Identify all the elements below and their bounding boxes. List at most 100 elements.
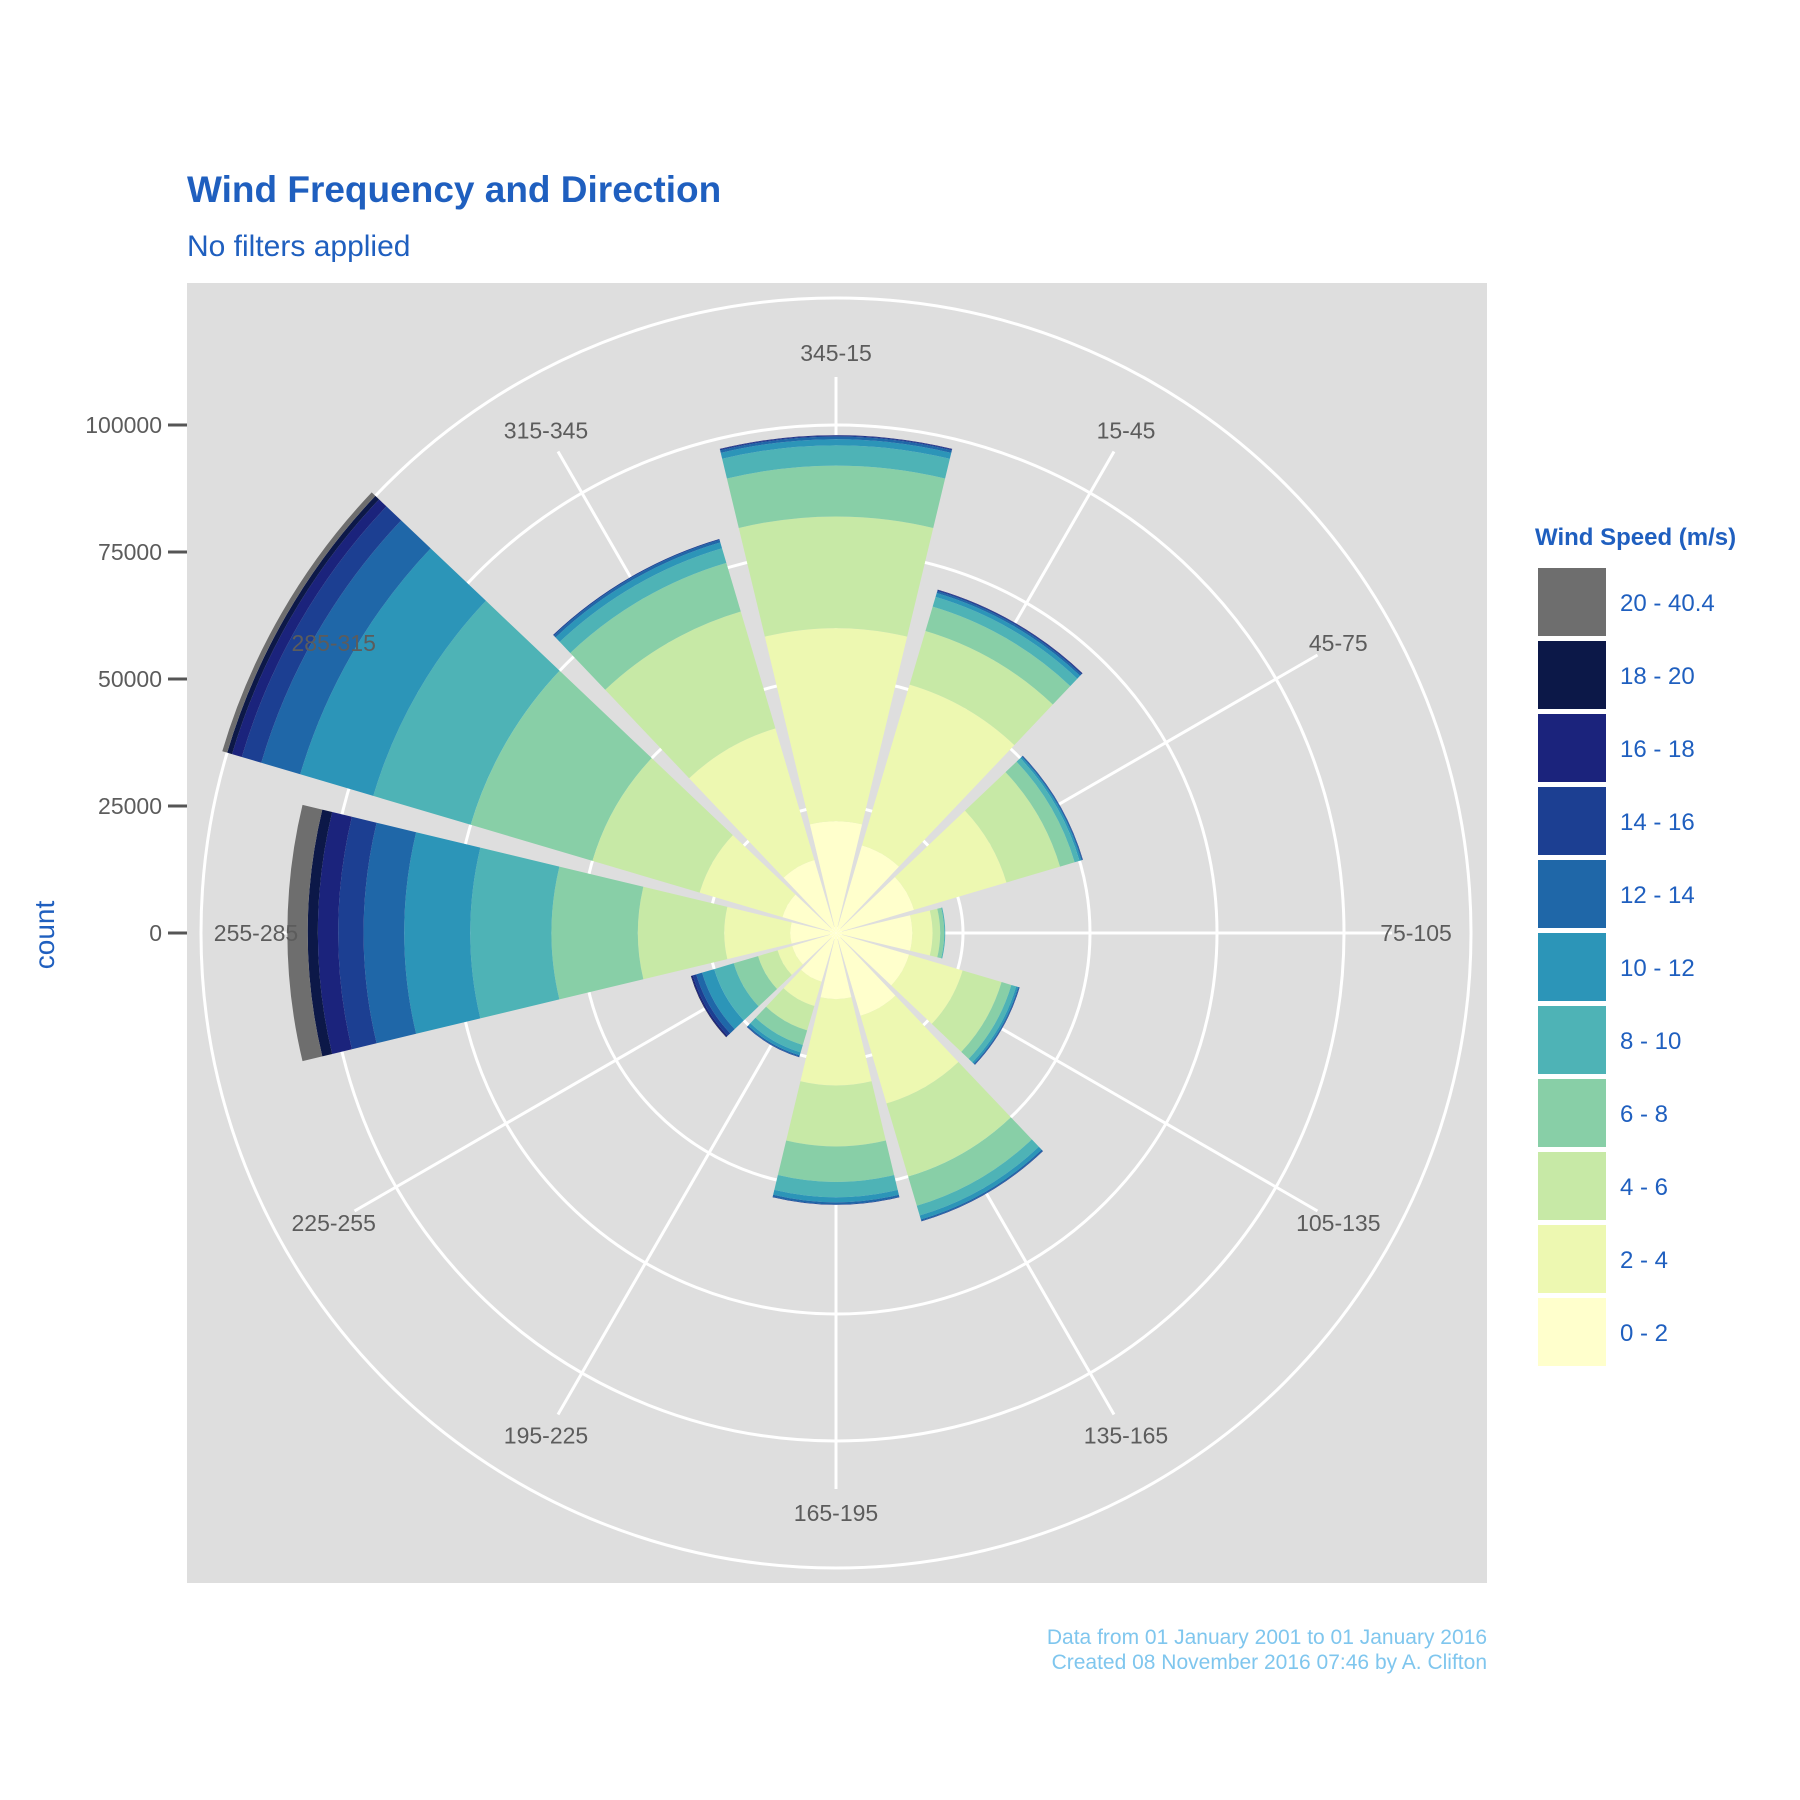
bar-segment — [820, 933, 852, 1000]
legend-label: 2 - 4 — [1620, 1247, 1668, 1274]
bar-segment — [592, 758, 733, 893]
legend-label: 14 - 16 — [1620, 809, 1695, 836]
bar-segment — [1016, 758, 1080, 863]
bar-segment — [570, 562, 741, 690]
bar-segment — [919, 1146, 1042, 1220]
bar-segment — [307, 809, 333, 1057]
bar-segment — [964, 772, 1061, 883]
bar-segment — [809, 821, 863, 933]
legend-swatch — [1538, 1298, 1606, 1366]
direction-label: 75-105 — [1380, 920, 1452, 946]
bar-segment — [783, 969, 822, 1007]
bar-segment — [689, 728, 815, 878]
legend-label: 12 - 14 — [1620, 882, 1695, 909]
legend-label: 6 - 8 — [1620, 1101, 1668, 1128]
legend-swatch — [1538, 1152, 1606, 1220]
legend-title: Wind Speed (m/s) — [1535, 524, 1736, 551]
legend-swatch — [1538, 1006, 1606, 1074]
direction-label: 225-255 — [291, 1210, 375, 1236]
bar-segment — [800, 997, 872, 1086]
bar-segment — [836, 915, 913, 951]
caption: Data from 01 January 2001 to 01 January … — [1047, 1626, 1487, 1674]
direction-label: 195-225 — [504, 1422, 588, 1448]
bar-segment — [555, 542, 723, 642]
bar-segment — [470, 847, 560, 1019]
bar-segment — [696, 972, 735, 1034]
bar-segment — [241, 506, 402, 763]
bar-segment — [774, 1175, 898, 1198]
bar-segment — [801, 933, 836, 982]
bar-segment — [338, 816, 377, 1050]
direction-label: 15-45 — [1097, 418, 1156, 444]
bar-segment — [719, 435, 953, 450]
bar-segment — [908, 1117, 1032, 1206]
bar-segment — [782, 894, 836, 933]
legend-swatch — [1538, 1079, 1606, 1147]
bar-segment — [777, 1140, 895, 1182]
bar-segment — [373, 600, 560, 825]
bar-segment — [772, 1194, 900, 1205]
bar-segment — [931, 970, 1002, 1052]
legend-swatch — [1538, 860, 1606, 928]
bar-segment — [929, 908, 941, 958]
bar-segment — [836, 845, 899, 933]
bar-segment — [750, 1017, 803, 1053]
bar-segment — [894, 810, 1007, 910]
legend-label: 20 - 40.4 — [1620, 590, 1715, 617]
y-tick-label: 75000 — [98, 539, 162, 565]
bar-segment — [937, 907, 945, 959]
legend: Wind Speed (m/s) 20 - 40.4 18 - 20 16 - 18… — [1535, 524, 1736, 1366]
bars-layer — [222, 435, 1083, 1222]
bar-segment — [702, 969, 744, 1030]
bar-segment — [909, 631, 1053, 746]
bar-segment — [747, 1025, 800, 1057]
y-axis: 0 25000 50000 75000 100000 — [85, 412, 187, 946]
y-tick-label: 50000 — [98, 666, 162, 692]
bar-segment — [777, 945, 803, 975]
legend-swatch — [1538, 568, 1606, 636]
bar-segment — [719, 435, 953, 451]
bar-segment — [722, 445, 950, 479]
bar-segment — [925, 606, 1071, 705]
bar-segment — [692, 974, 731, 1036]
bar-segment — [861, 684, 1015, 867]
bar-segment — [786, 1081, 886, 1147]
legend-label: 4 - 6 — [1620, 1174, 1668, 1201]
legend-label: 10 - 12 — [1620, 955, 1695, 982]
bar-segment — [261, 520, 431, 775]
chart-subtitle: No filters applied — [187, 230, 410, 263]
legend-label: 8 - 10 — [1620, 1028, 1681, 1055]
y-tick-label: 100000 — [85, 412, 162, 438]
direction-label: 345-15 — [800, 340, 872, 366]
bar-segment — [317, 812, 352, 1054]
bar-segment — [714, 963, 759, 1021]
bar-segment — [232, 499, 387, 757]
direction-label: 105-135 — [1296, 1210, 1380, 1236]
legend-label: 16 - 18 — [1620, 736, 1695, 763]
y-tick-label: 25000 — [98, 793, 162, 819]
bar-segment — [724, 906, 792, 960]
bar-segment — [766, 988, 815, 1031]
legend-swatch — [1538, 933, 1606, 1001]
bar-segment — [755, 1006, 808, 1046]
bar-segment — [764, 628, 908, 825]
bar-segment — [733, 956, 778, 1007]
bar-segment — [836, 933, 910, 986]
caption-line: Data from 01 January 2001 to 01 January … — [1047, 1626, 1487, 1649]
bar-segment — [758, 950, 792, 989]
bar-segment — [605, 611, 776, 779]
direction-label: 45-75 — [1309, 630, 1368, 656]
bar-segment — [783, 859, 836, 933]
direction-label: 255-285 — [214, 920, 298, 946]
direction-labels: 345-15 15-45 45-75 75-105 105-135 135-165 165-… — [214, 340, 1452, 1526]
bar-segment — [910, 910, 933, 956]
bar-segment — [300, 548, 486, 796]
legend-swatch — [1538, 787, 1606, 855]
bar-segment — [961, 982, 1012, 1059]
legend-swatch — [1538, 714, 1606, 782]
bar-segment — [470, 670, 652, 861]
legend-swatch — [1538, 641, 1606, 709]
bar-segment — [836, 877, 914, 933]
bar-segment — [551, 866, 644, 1000]
